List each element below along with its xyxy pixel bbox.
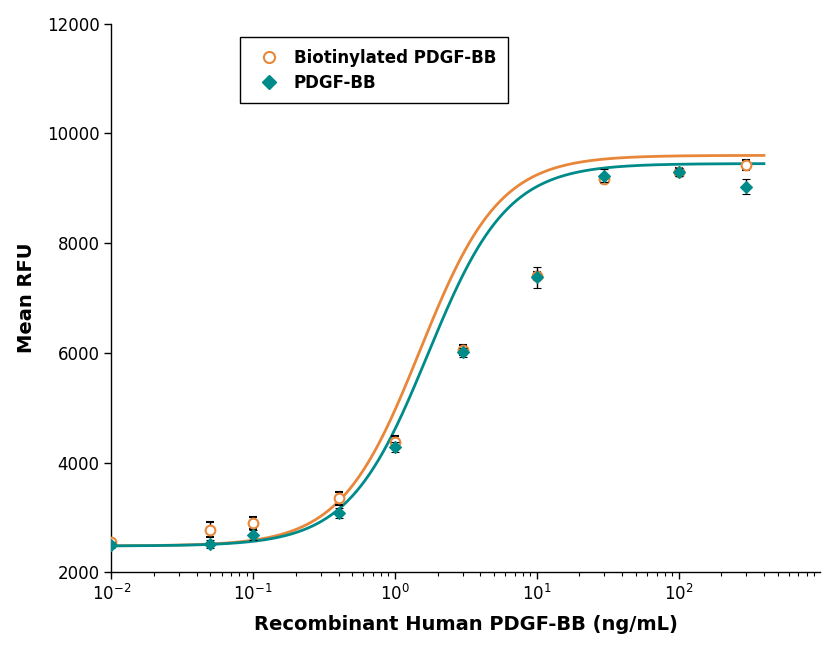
Y-axis label: Mean RFU: Mean RFU	[17, 243, 36, 353]
Legend: Biotinylated PDGF-BB, PDGF-BB: Biotinylated PDGF-BB, PDGF-BB	[240, 38, 507, 104]
X-axis label: Recombinant Human PDGF-BB (ng/mL): Recombinant Human PDGF-BB (ng/mL)	[253, 615, 677, 634]
